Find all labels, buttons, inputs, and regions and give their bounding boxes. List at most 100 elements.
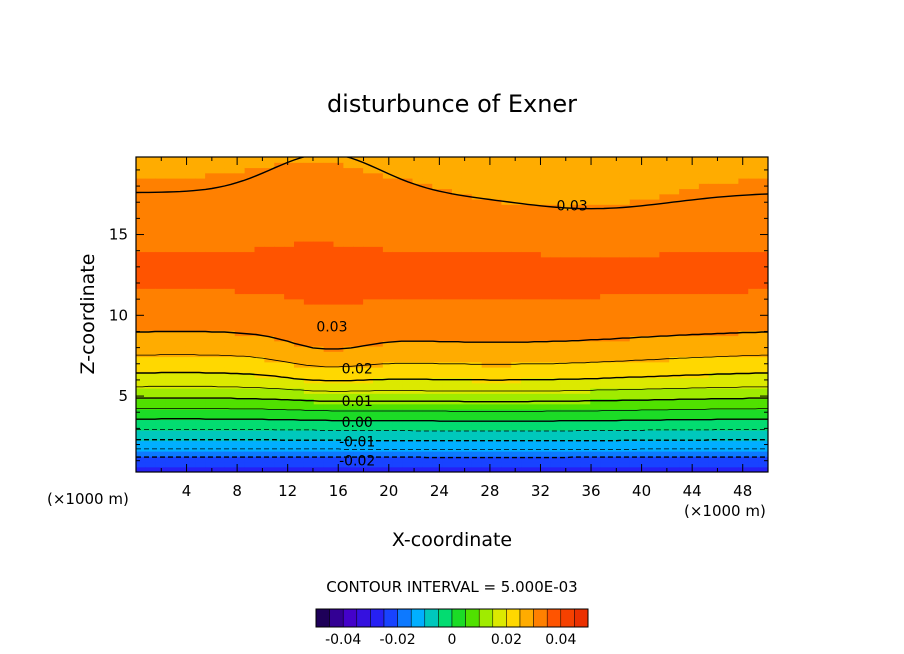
field-cell xyxy=(185,414,196,421)
x-tick-label: 8 xyxy=(232,482,242,500)
field-cell xyxy=(689,241,700,247)
field-cell xyxy=(363,414,374,421)
field-cell xyxy=(155,393,167,400)
field-cell xyxy=(244,419,256,426)
field-cell xyxy=(165,220,177,226)
field-cell xyxy=(402,340,414,347)
field-cell xyxy=(185,304,196,310)
field-cell xyxy=(452,461,463,468)
field-cell xyxy=(698,183,710,190)
field-cell xyxy=(373,445,384,452)
field-cell xyxy=(136,267,147,274)
field-cell xyxy=(392,162,404,169)
field-cell xyxy=(619,167,631,174)
field-cell xyxy=(738,304,749,310)
field-cell xyxy=(234,220,246,226)
field-cell xyxy=(333,409,344,415)
field-cell xyxy=(471,283,483,289)
field-cell xyxy=(580,162,591,169)
field-cell xyxy=(531,361,542,368)
field-cell xyxy=(392,377,404,384)
field-cell xyxy=(452,430,463,436)
field-cell xyxy=(422,445,433,452)
field-cell xyxy=(669,172,680,179)
field-cell xyxy=(718,419,730,426)
field-cell xyxy=(254,241,265,247)
field-cell xyxy=(570,246,581,253)
field-cell xyxy=(165,435,177,442)
field-cell xyxy=(432,445,443,452)
field-cell xyxy=(708,430,720,436)
field-cell xyxy=(294,251,305,258)
field-cell xyxy=(718,309,730,316)
field-cell xyxy=(570,361,581,368)
field-cell xyxy=(155,424,167,431)
field-cell xyxy=(412,204,423,211)
field-cell xyxy=(481,277,493,284)
field-cell xyxy=(590,167,601,174)
field-cell xyxy=(718,325,730,331)
field-cell xyxy=(659,403,670,410)
field-cell xyxy=(540,262,552,268)
field-cell xyxy=(313,356,325,363)
field-cell xyxy=(323,424,335,431)
field-cell xyxy=(600,172,611,179)
field-cell xyxy=(402,188,414,195)
field-cell xyxy=(165,461,177,468)
field-cell xyxy=(412,304,423,310)
field-cell xyxy=(718,157,730,163)
field-cell xyxy=(452,346,463,352)
field-cell xyxy=(195,361,206,368)
field-cell xyxy=(728,340,739,347)
field-cell xyxy=(215,298,226,305)
field-cell xyxy=(442,451,453,457)
field-cell xyxy=(136,256,147,263)
field-cell xyxy=(373,430,384,436)
field-cell xyxy=(570,340,581,347)
field-cell xyxy=(412,356,423,363)
field-cell xyxy=(649,172,660,179)
field-cell xyxy=(224,241,236,247)
field-cell xyxy=(491,330,502,337)
field-cell xyxy=(481,293,493,300)
field-cell xyxy=(708,325,720,331)
field-cell xyxy=(136,445,147,452)
field-cell xyxy=(501,304,512,310)
field-cell xyxy=(363,256,374,263)
field-cell xyxy=(619,461,631,468)
field-cell xyxy=(294,403,305,410)
field-cell xyxy=(600,178,611,184)
field-cell xyxy=(748,393,759,400)
field-cell xyxy=(540,325,552,331)
field-cell xyxy=(442,214,453,221)
field-cell xyxy=(294,466,305,472)
field-cell xyxy=(422,172,433,179)
field-cell xyxy=(461,178,473,184)
field-cell xyxy=(738,298,749,305)
field-cell xyxy=(511,435,522,442)
field-cell xyxy=(560,183,572,190)
field-cell xyxy=(234,293,246,300)
field-cell xyxy=(511,246,522,253)
field-cell xyxy=(195,193,206,200)
field-cell xyxy=(402,361,414,368)
field-cell xyxy=(511,272,522,279)
field-cell xyxy=(274,199,285,205)
field-cell xyxy=(195,209,206,216)
field-cell xyxy=(540,346,552,352)
field-cell xyxy=(728,435,739,442)
field-cell xyxy=(165,451,177,457)
field-cell xyxy=(728,319,739,326)
field-cell xyxy=(679,283,690,289)
field-cell xyxy=(412,193,423,200)
field-cell xyxy=(224,361,236,368)
field-cell xyxy=(679,167,690,174)
field-cell xyxy=(323,246,335,253)
field-cell xyxy=(600,456,611,463)
field-cell xyxy=(442,283,453,289)
field-cell xyxy=(758,451,768,457)
field-cell xyxy=(708,193,720,200)
field-cell xyxy=(748,382,759,389)
field-cell xyxy=(294,209,305,216)
field-cell xyxy=(550,451,562,457)
